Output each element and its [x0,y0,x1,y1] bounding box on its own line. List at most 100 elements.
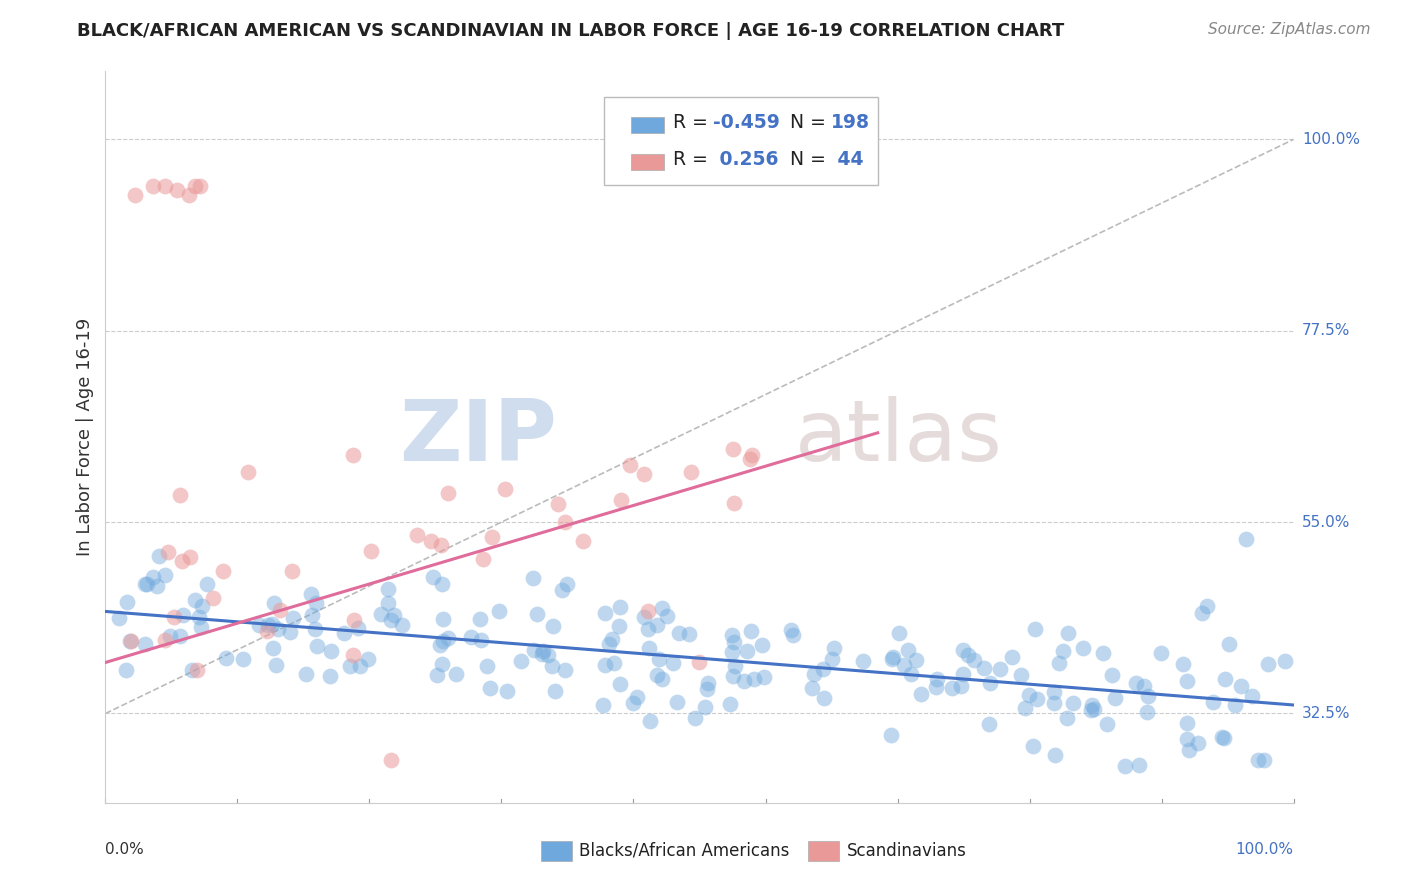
Point [377,596,399,610]
Point [343,613,366,627]
Point [1125,675,1147,690]
Point [157,545,180,559]
Point [952,667,974,681]
Point [598,637,620,651]
Point [430,538,453,552]
Point [305,597,328,611]
Point [142,570,165,584]
Point [391,617,413,632]
Point [882,650,904,665]
Point [637,604,659,618]
Text: N =: N = [783,151,832,169]
Text: N =: N = [783,113,832,132]
Point [897,642,920,657]
Text: atlas: atlas [794,395,1002,479]
Text: 0.256: 0.256 [713,151,778,169]
Point [318,668,340,682]
Point [1052,644,1074,658]
Point [1026,691,1049,706]
Point [177,187,200,202]
Point [893,657,915,672]
Point [470,632,492,647]
Point [370,607,392,621]
Point [800,681,823,696]
Point [1211,731,1233,745]
Point [544,684,567,698]
Point [263,596,285,610]
Point [304,622,326,636]
Point [357,651,380,665]
Point [1257,657,1279,671]
FancyBboxPatch shape [605,97,877,185]
Point [988,662,1011,676]
Point [905,653,928,667]
Point [472,552,495,566]
Point [1175,732,1198,747]
Point [382,607,405,622]
Point [592,698,614,712]
Text: Blacks/African Americans: Blacks/African Americans [579,842,790,860]
Y-axis label: In Labor Force | Age 16-19: In Labor Force | Age 16-19 [76,318,94,557]
Point [949,679,972,693]
Point [1056,711,1078,725]
Point [190,620,212,634]
Text: 100.0%: 100.0% [1302,132,1360,147]
Point [718,697,741,711]
Point [957,648,980,662]
Point [723,496,745,510]
Point [651,672,673,686]
Point [339,659,361,673]
Point [262,640,284,655]
Point [172,554,194,568]
Point [360,544,382,558]
Point [742,672,765,686]
Point [437,631,460,645]
Point [299,587,322,601]
Point [1197,599,1219,613]
Point [405,528,427,542]
Point [114,663,136,677]
Point [752,670,775,684]
Point [626,690,648,704]
Point [1047,656,1070,670]
Point [679,465,702,479]
Point [153,567,176,582]
Point [522,571,544,585]
Point [470,612,492,626]
Point [879,728,901,742]
Point [422,570,444,584]
Point [1024,622,1046,636]
Point [1101,667,1123,681]
Point [1191,606,1213,620]
Point [153,179,176,194]
Point [148,549,170,564]
Text: ZIP: ZIP [399,395,557,479]
Point [1230,678,1253,692]
FancyBboxPatch shape [630,117,664,133]
Point [1177,743,1199,757]
Point [163,609,186,624]
Point [153,633,176,648]
Point [648,652,671,666]
Point [695,700,717,714]
Text: 198: 198 [831,113,870,132]
Point [721,627,744,641]
Point [741,449,763,463]
Point [952,643,974,657]
Point [169,629,191,643]
Point [609,677,631,691]
Point [269,603,291,617]
Point [735,644,758,658]
Point [665,695,688,709]
Point [247,618,270,632]
Point [280,625,302,640]
Point [900,667,922,681]
Point [349,658,371,673]
Point [633,467,655,481]
Point [496,684,519,698]
Point [779,624,801,638]
Point [191,599,214,613]
Point [740,624,762,638]
Point [571,533,593,548]
Text: 44: 44 [831,151,863,169]
